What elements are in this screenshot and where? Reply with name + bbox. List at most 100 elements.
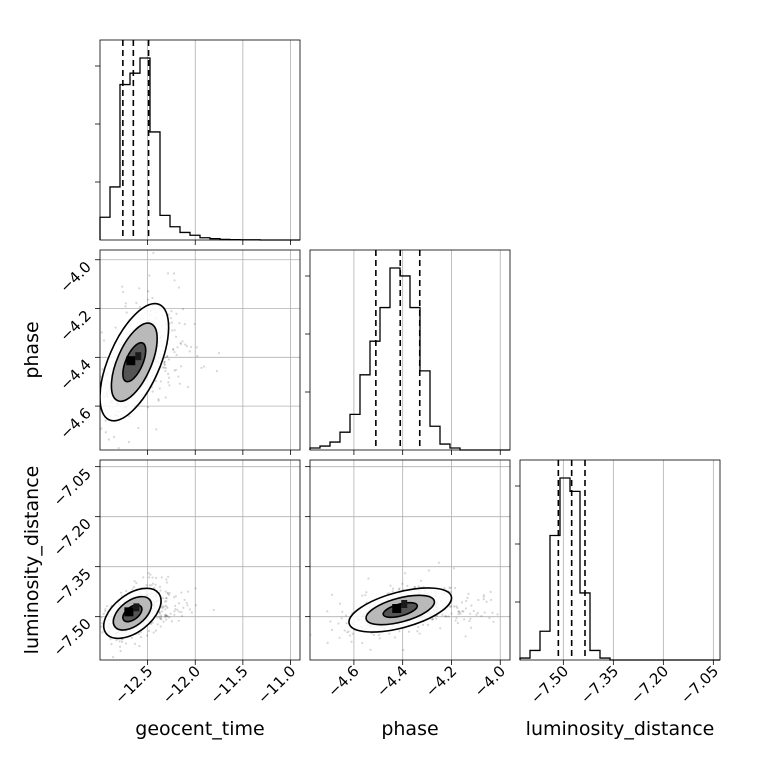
data-point (485, 600, 488, 603)
data-point (338, 602, 342, 605)
data-point (169, 612, 172, 615)
x-tick-label: −7.20 (627, 662, 672, 707)
data-point (372, 633, 376, 637)
data-point (361, 594, 364, 597)
data-point (417, 626, 420, 629)
data-point (175, 312, 178, 315)
data-point (489, 590, 492, 593)
y-tick-label: −7.35 (50, 565, 95, 610)
y-axis-label-luminosity_distance: luminosity_distance (21, 466, 43, 655)
data-point (202, 365, 206, 368)
data-point (151, 621, 154, 624)
data-point (407, 630, 411, 633)
data-point (173, 613, 176, 617)
data-point (180, 591, 183, 594)
data-point (330, 628, 334, 631)
data-point (482, 594, 486, 597)
data-point (347, 630, 350, 633)
data-point (468, 619, 471, 623)
data-point (157, 399, 160, 402)
data-point (185, 345, 188, 348)
data-point (350, 640, 353, 643)
data-point (118, 645, 122, 648)
data-point (200, 366, 203, 370)
data-point (93, 353, 95, 355)
data-point (348, 634, 352, 637)
hist-phase-frame (309, 249, 511, 451)
data-point (418, 632, 421, 635)
data-point (106, 605, 109, 608)
data-point (101, 631, 104, 634)
data-point (159, 614, 163, 617)
x-tick-label: −7.35 (577, 662, 622, 707)
data-point (155, 576, 158, 579)
data-point (196, 355, 199, 358)
data-point (398, 588, 401, 591)
data-point (417, 585, 420, 588)
data-point (462, 610, 465, 613)
data-point (120, 591, 123, 594)
data-point (427, 623, 430, 626)
data-point (84, 440, 86, 442)
data-point (148, 274, 151, 277)
data-point (167, 575, 170, 578)
data-point (413, 586, 417, 589)
data-point (454, 586, 457, 590)
data-point (100, 331, 103, 334)
data-point (104, 431, 107, 434)
y-tick-label: −4.4 (56, 355, 94, 393)
data-point (496, 613, 499, 616)
data-point (470, 604, 473, 607)
data-point (174, 335, 178, 338)
data-point (100, 625, 103, 628)
data-point (154, 629, 158, 632)
data-point (413, 586, 416, 589)
data-point (163, 360, 166, 363)
data-point (163, 366, 166, 369)
data-point (212, 608, 215, 612)
data-point (167, 372, 170, 375)
data-point (457, 612, 460, 616)
data-point (398, 630, 401, 633)
data-point (154, 379, 157, 383)
data-point (166, 355, 169, 358)
x-axis-label-phase: phase (381, 718, 438, 740)
data-point (156, 623, 159, 626)
density-core (401, 600, 408, 608)
data-point (173, 369, 176, 372)
data-point (176, 608, 179, 611)
data-point (458, 611, 461, 614)
data-point (477, 598, 480, 602)
data-point (469, 617, 472, 620)
data-point (151, 576, 154, 579)
data-point (128, 415, 131, 418)
data-point (161, 366, 165, 369)
data-point (297, 631, 299, 633)
data-point (302, 600, 304, 602)
data-point (164, 608, 167, 611)
data-point (150, 584, 153, 587)
data-point (138, 645, 141, 648)
data-point (146, 298, 150, 301)
data-point (173, 279, 176, 282)
data-point (326, 610, 329, 613)
data-point (121, 285, 124, 288)
data-point (365, 591, 368, 594)
data-point (149, 573, 152, 576)
data-point (178, 382, 181, 385)
y-tick-label: −4.6 (56, 404, 94, 442)
data-point (160, 610, 164, 613)
data-point (464, 635, 467, 638)
data-point (345, 622, 348, 625)
data-point (369, 648, 372, 651)
data-point (137, 632, 140, 635)
data-point (154, 583, 157, 586)
data-point (100, 375, 102, 378)
data-point (476, 611, 479, 614)
data-point (188, 350, 191, 353)
data-point (182, 606, 185, 609)
data-point (166, 355, 169, 358)
data-point (155, 428, 158, 431)
data-point (110, 642, 113, 646)
